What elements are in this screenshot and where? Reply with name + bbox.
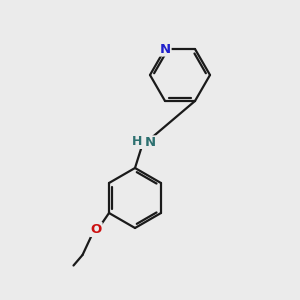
Text: H: H bbox=[132, 135, 142, 148]
Text: N: N bbox=[159, 43, 171, 56]
Text: N: N bbox=[145, 136, 156, 149]
Text: O: O bbox=[90, 223, 102, 236]
